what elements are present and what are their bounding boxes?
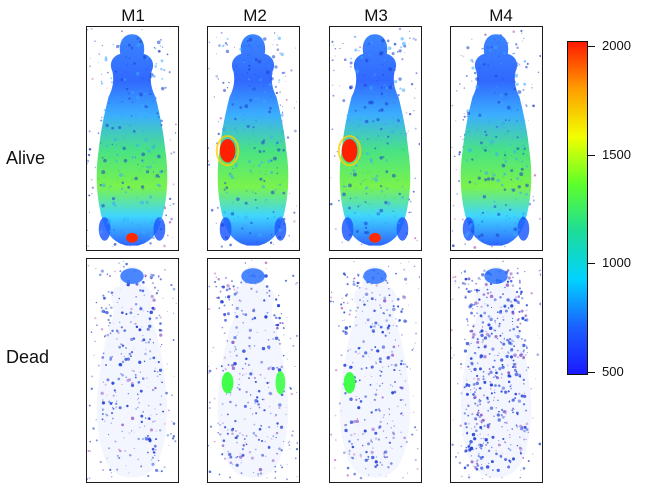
- color-scale-bar: [567, 41, 588, 375]
- panel-dead-m1: [86, 258, 179, 483]
- row-label-alive: Alive: [6, 148, 46, 168]
- scale-tick-2000: [588, 46, 595, 47]
- column-label-m2: M2: [243, 6, 267, 25]
- scale-label-2000: 2000: [602, 38, 631, 53]
- scale-tick-1500: [588, 155, 595, 156]
- scale-tick-1000: [588, 263, 595, 264]
- panel-alive-m4: [450, 26, 543, 251]
- scale-label-500: 500: [602, 364, 624, 379]
- panel-dead-m2: [207, 258, 300, 483]
- panel-dead-m4: [450, 258, 543, 483]
- scale-label-1000: 1000: [602, 255, 631, 270]
- panel-alive-m1: [86, 26, 179, 251]
- column-label-m1: M1: [121, 6, 145, 25]
- column-label-m3: M3: [364, 6, 388, 25]
- scale-label-1500: 1500: [602, 147, 631, 162]
- panel-dead-m3: [329, 258, 422, 483]
- column-label-m4: M4: [489, 6, 513, 25]
- row-label-dead: Dead: [6, 347, 50, 367]
- panel-alive-m3: [329, 26, 422, 251]
- panel-alive-m2: [207, 26, 300, 251]
- scale-tick-500: [588, 372, 595, 373]
